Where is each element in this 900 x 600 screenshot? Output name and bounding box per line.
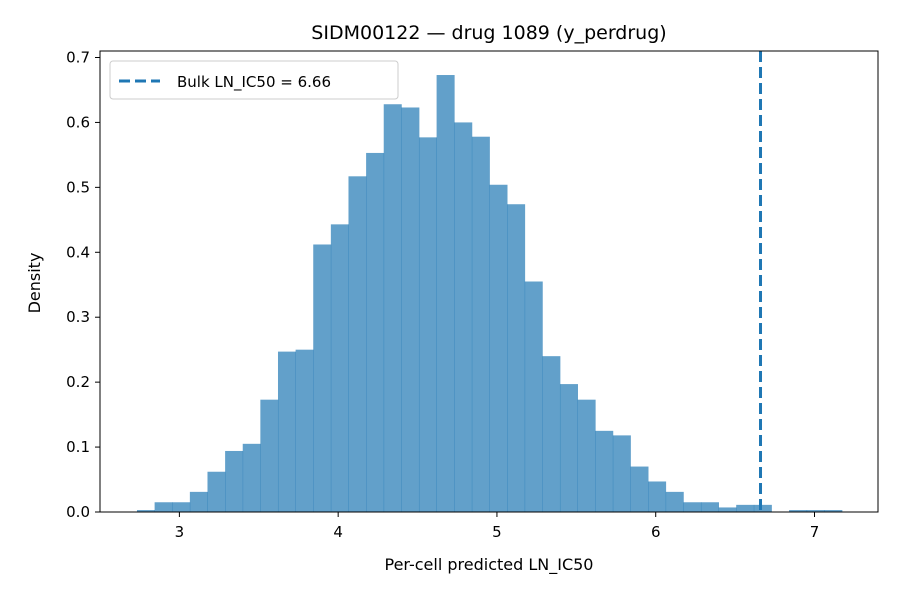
chart-title: SIDM00122 — drug 1089 (y_perdrug) bbox=[311, 22, 666, 44]
histogram-bar bbox=[401, 107, 420, 513]
y-axis-ticks: 0.0 0.1 0.2 0.3 0.4 0.5 0.6 0.7 bbox=[66, 48, 100, 521]
histogram-bar bbox=[154, 502, 173, 512]
y-tick-label: 0.4 bbox=[66, 243, 90, 261]
legend-label: Bulk LN_IC50 = 6.66 bbox=[177, 73, 331, 92]
histogram-bar bbox=[753, 504, 772, 512]
y-tick-label: 0.5 bbox=[66, 178, 90, 196]
histogram-bar bbox=[383, 104, 402, 513]
histogram-bar bbox=[542, 356, 561, 512]
legend: Bulk LN_IC50 = 6.66 bbox=[109, 60, 399, 100]
y-tick-label: 0.7 bbox=[66, 48, 90, 66]
histogram-bar bbox=[172, 502, 191, 512]
histogram-bar bbox=[295, 349, 314, 512]
y-axis-label: Density bbox=[25, 253, 44, 314]
histogram-bar bbox=[736, 504, 755, 512]
y-tick-label: 0.6 bbox=[66, 113, 90, 131]
x-tick-label: 6 bbox=[651, 523, 661, 541]
histogram-bar bbox=[225, 450, 244, 512]
histogram-bar bbox=[824, 510, 843, 512]
histogram-bar bbox=[189, 491, 208, 512]
histogram-bar bbox=[700, 502, 719, 512]
histogram-bar bbox=[683, 502, 702, 512]
histogram-bar bbox=[277, 351, 297, 512]
legend-frame bbox=[109, 60, 399, 100]
y-tick-label: 0.1 bbox=[66, 438, 90, 456]
histogram-bar bbox=[330, 224, 349, 513]
histogram-bar bbox=[806, 510, 825, 512]
histogram-bar bbox=[418, 137, 437, 513]
histogram-bar bbox=[718, 507, 737, 512]
histogram-bar bbox=[471, 136, 490, 512]
histogram-bar bbox=[454, 122, 473, 513]
x-axis-label: Per-cell predicted LN_IC50 bbox=[385, 555, 594, 575]
histogram-bar bbox=[260, 399, 279, 512]
histogram-bar bbox=[648, 481, 667, 512]
histogram-bars bbox=[136, 75, 843, 513]
y-tick-label: 0.2 bbox=[66, 373, 90, 391]
plot-frame bbox=[99, 50, 879, 513]
histogram-bar bbox=[524, 281, 543, 512]
histogram-bar bbox=[489, 184, 508, 512]
histogram-bar bbox=[577, 399, 596, 512]
histogram-bar bbox=[612, 435, 631, 512]
x-axis-ticks: 3 4 5 6 7 bbox=[175, 512, 820, 541]
histogram-bar bbox=[559, 384, 578, 512]
histogram-bar bbox=[595, 430, 614, 512]
x-tick-label: 5 bbox=[492, 523, 502, 541]
x-tick-label: 3 bbox=[175, 523, 185, 541]
histogram-bar bbox=[366, 152, 385, 512]
histogram-bar bbox=[789, 510, 808, 512]
x-tick-label: 7 bbox=[810, 523, 820, 541]
y-tick-label: 0.3 bbox=[66, 308, 90, 326]
histogram-bar bbox=[207, 471, 226, 512]
histogram-bar bbox=[242, 443, 261, 512]
histogram-bar bbox=[313, 244, 332, 513]
y-tick-label: 0.0 bbox=[66, 503, 90, 521]
histogram-bar bbox=[348, 176, 367, 512]
histogram-bar bbox=[436, 75, 455, 513]
histogram-bar bbox=[630, 466, 649, 512]
histogram-bar bbox=[136, 510, 156, 512]
histogram-bar bbox=[665, 491, 684, 512]
x-tick-label: 4 bbox=[333, 523, 343, 541]
histogram-bar bbox=[507, 204, 526, 513]
